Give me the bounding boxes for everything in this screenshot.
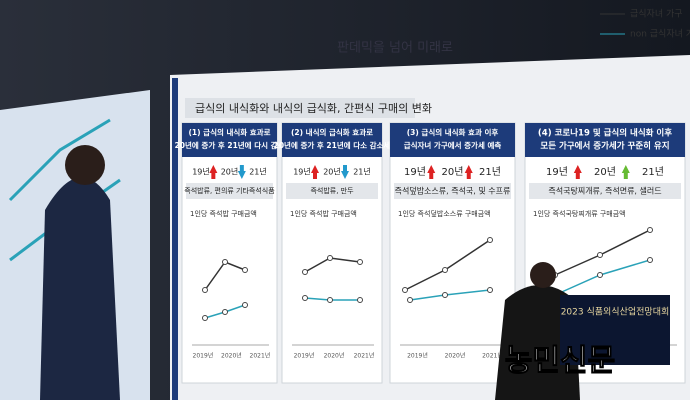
banner: 2023 식품외식산업전망대회 bbox=[561, 306, 670, 318]
point bbox=[357, 259, 363, 265]
presenter-head bbox=[65, 145, 105, 185]
subtitle-box bbox=[185, 98, 415, 118]
trend-arrow bbox=[427, 165, 436, 179]
point bbox=[222, 259, 228, 265]
point bbox=[202, 287, 208, 293]
slide-bar bbox=[172, 78, 178, 400]
x-label: 2021년 bbox=[250, 352, 271, 360]
point bbox=[357, 297, 363, 303]
x-label: 2020년 bbox=[324, 352, 345, 360]
subtitle: 급식의 내식화와 내식의 급식화, 간편식 구매의 변화 bbox=[195, 102, 432, 115]
presenter bbox=[40, 177, 120, 400]
year: 21년 bbox=[479, 166, 501, 178]
panel-heading-box bbox=[282, 123, 382, 157]
point bbox=[327, 255, 333, 261]
panel-heading-box bbox=[390, 123, 515, 157]
point bbox=[597, 272, 603, 278]
year: 21년 bbox=[353, 167, 371, 177]
year: 20년 bbox=[594, 166, 616, 178]
panel-heading: 20년에 증가 후 21년에 다소 감소세 bbox=[274, 140, 391, 150]
panel-heading: (3) 급식의 내식화 효과 이후 bbox=[407, 127, 499, 137]
trend-arrow bbox=[573, 165, 582, 179]
trend-arrow bbox=[209, 165, 218, 179]
point bbox=[647, 257, 653, 263]
year: 19년 bbox=[546, 166, 568, 178]
legend: non 급식자녀 가구 bbox=[630, 29, 690, 40]
speaker-head bbox=[530, 262, 556, 288]
year: 20년 bbox=[221, 167, 239, 177]
chart-title: 1인당 즉석밥 구매금액 bbox=[290, 209, 357, 218]
x-label: 2021년 bbox=[354, 352, 375, 360]
point bbox=[487, 287, 493, 293]
x-label: 2019년 bbox=[407, 352, 428, 360]
trend-arrow bbox=[621, 165, 630, 179]
panel bbox=[181, 122, 278, 384]
year: 21년 bbox=[249, 167, 267, 177]
trend-arrow bbox=[341, 165, 349, 179]
x-label: 2021년 bbox=[482, 352, 503, 360]
items-box bbox=[286, 183, 378, 199]
x-label: 2019년 bbox=[294, 352, 315, 360]
x-label: 2020년 bbox=[221, 352, 242, 360]
panel-heading: 20년에 증가 후 21년에 다시 감소 bbox=[175, 140, 285, 150]
year: 19년 bbox=[192, 167, 210, 177]
point bbox=[407, 297, 413, 303]
slide-title: 판데믹을 넘어 미래로 bbox=[337, 41, 453, 56]
panel-heading: 모든 가구에서 증가세가 꾸준히 유지 bbox=[540, 141, 669, 152]
items-box bbox=[186, 183, 273, 199]
point bbox=[302, 295, 308, 301]
point bbox=[402, 287, 408, 293]
panel bbox=[281, 122, 383, 384]
point bbox=[597, 252, 603, 258]
year: 21년 bbox=[642, 166, 664, 178]
items: 즉석덮밥소스류, 즉석국, 및 수프류 bbox=[395, 186, 511, 196]
panel bbox=[389, 122, 516, 384]
year: 20년 bbox=[323, 167, 341, 177]
items-box bbox=[529, 183, 681, 199]
chart-title: 1인당 즉석국탕찌개류 구매금액 bbox=[533, 209, 626, 218]
trend-arrow bbox=[311, 165, 319, 179]
point bbox=[222, 309, 228, 315]
legend: 급식자녀 가구 bbox=[630, 9, 683, 20]
chart-title: 1인당 즉석밥 구매금액 bbox=[190, 209, 257, 218]
year: 20년 bbox=[442, 166, 464, 178]
items: 즉석밥류, 만두 bbox=[310, 186, 354, 195]
panel-heading-box bbox=[525, 123, 685, 157]
items-box bbox=[394, 183, 511, 199]
trend-arrow bbox=[237, 165, 246, 179]
point bbox=[202, 315, 208, 321]
side-line bbox=[8, 118, 111, 202]
items: 즉석밥류, 편의류 기타즉석식품 bbox=[184, 186, 275, 195]
speaker bbox=[495, 285, 580, 400]
panel-heading: (1) 급식의 내식화 효과로 bbox=[188, 127, 270, 137]
podium-screen bbox=[560, 295, 670, 365]
items: 즉석국탕찌개류, 즉석면류, 샐러드 bbox=[548, 186, 661, 196]
chart-title: 1인당 즉석덮밥소스류 구매금액 bbox=[398, 209, 491, 218]
point bbox=[487, 237, 493, 243]
panel-heading: (2) 내식의 급식화 효과로 bbox=[291, 127, 373, 137]
point bbox=[442, 267, 448, 273]
x-label: 2019년 bbox=[193, 352, 214, 360]
point bbox=[302, 269, 308, 275]
year: 19년 bbox=[404, 166, 426, 178]
panel-heading: 급식자녀 가구에서 증가세 예측 bbox=[404, 140, 502, 150]
panel-heading-box bbox=[182, 123, 277, 157]
watermark: 농민신문 bbox=[505, 344, 615, 379]
point bbox=[327, 297, 333, 303]
point bbox=[242, 302, 248, 308]
point bbox=[647, 227, 653, 233]
x-label: 2020년 bbox=[445, 352, 466, 360]
point bbox=[242, 267, 248, 273]
panel-heading: (4) 코로나19 및 급식의 내식화 이후 bbox=[538, 128, 672, 139]
year: 19년 bbox=[293, 167, 311, 177]
point bbox=[442, 292, 448, 298]
trend-arrow bbox=[464, 165, 473, 179]
